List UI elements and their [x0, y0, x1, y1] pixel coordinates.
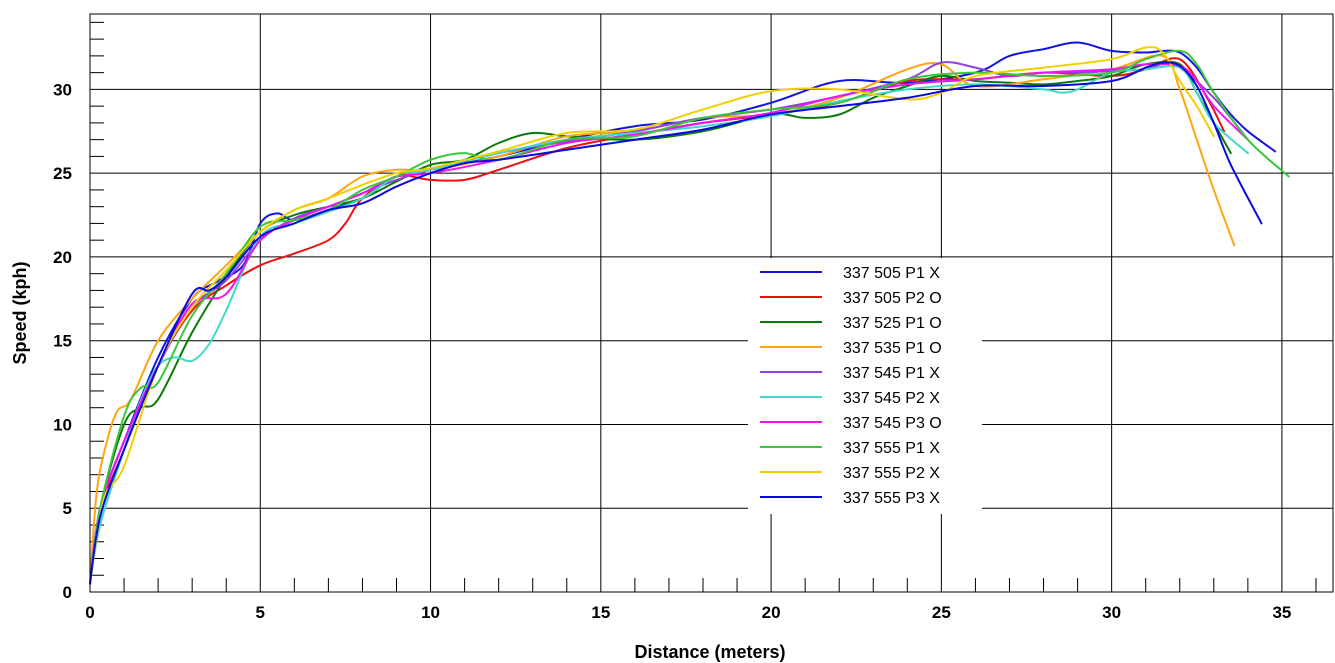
x-tick-label-3: 15 — [591, 603, 610, 622]
x-tick-label-4: 20 — [762, 603, 781, 622]
legend-label-1: 337 505 P1 X — [843, 265, 940, 282]
legend-label-7: 337 545 P3 O — [843, 415, 942, 432]
legend-label-3: 337 525 P1 O — [843, 315, 942, 332]
x-tick-label-7: 35 — [1272, 603, 1291, 622]
series-line-6 — [89, 65, 1249, 585]
x-tick-label-1: 5 — [256, 603, 265, 622]
y-tick-label-0: 0 — [63, 583, 72, 602]
x-tick-label-5: 25 — [932, 603, 951, 622]
x-tick-label-6: 30 — [1102, 603, 1121, 622]
minor-ticks — [90, 21, 1317, 592]
y-axis-title: Speed (kph) — [10, 261, 30, 364]
legend-label-6: 337 545 P2 X — [843, 390, 940, 407]
legend-items: 337 505 P1 X 337 505 P2 O 337 525 P1 O 337 … — [760, 265, 942, 507]
y-tick-label-5: 25 — [53, 164, 72, 183]
series-lines — [89, 41, 1290, 585]
y-tick-label-3: 15 — [53, 332, 72, 351]
x-axis-title: Distance (meters) — [634, 642, 785, 662]
series-line-5 — [89, 61, 1249, 585]
legend-label-8: 337 555 P1 X — [843, 440, 940, 457]
series-line-4 — [89, 54, 1236, 585]
grid — [90, 14, 1333, 592]
legend: 337 505 P1 X 337 505 P2 O 337 525 P1 O 337 … — [748, 258, 982, 514]
x-tick-label-0: 0 — [85, 603, 94, 622]
x-tick-label-2: 10 — [421, 603, 440, 622]
plot-frame — [89, 13, 1334, 593]
series-line-3 — [89, 60, 1232, 585]
y-tick-label-2: 10 — [53, 415, 72, 434]
legend-label-10: 337 555 P3 X — [843, 490, 940, 507]
tick-labels: 0 5 10 15 20 25 30 35 0 5 10 15 20 25 30 — [53, 80, 1291, 622]
legend-label-4: 337 535 P1 O — [843, 340, 942, 357]
y-tick-label-6: 30 — [53, 80, 72, 99]
series-line-9 — [89, 46, 1215, 585]
series-line-10 — [89, 61, 1263, 585]
legend-label-5: 337 545 P1 X — [843, 365, 940, 382]
y-tick-label-1: 5 — [63, 499, 72, 518]
series-line-7 — [89, 62, 1249, 585]
legend-label-2: 337 505 P2 O — [843, 290, 942, 307]
legend-label-9: 337 555 P2 X — [843, 465, 940, 482]
series-line-8 — [89, 49, 1290, 585]
y-tick-label-4: 20 — [53, 248, 72, 267]
